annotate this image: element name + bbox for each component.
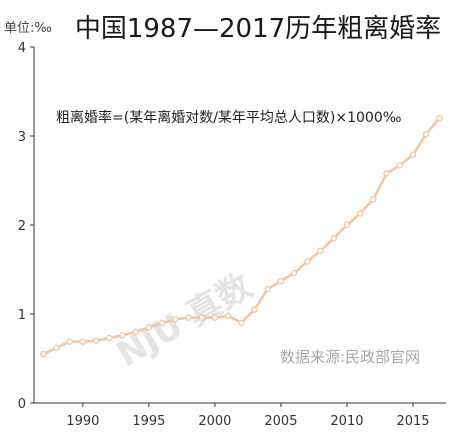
data-points <box>39 114 443 358</box>
data-source: 数据来源:民政部官网 <box>280 348 420 366</box>
y-tick-label: 2 <box>18 219 26 234</box>
data-point <box>409 151 417 158</box>
chart-title: 中国1987—2017历年粗离婚率 <box>75 14 441 44</box>
data-point <box>343 221 351 229</box>
data-point <box>53 344 60 352</box>
data-point <box>290 269 298 277</box>
data-point <box>39 350 47 358</box>
data-point <box>436 114 443 122</box>
x-tick-label: 2005 <box>264 414 297 429</box>
data-point <box>304 258 311 265</box>
data-point <box>211 314 219 321</box>
x-tick-label: 2000 <box>198 414 231 429</box>
data-point <box>145 324 153 331</box>
data-point <box>185 314 192 321</box>
formula-annotation: 粗离婚率=(某年离婚对数/某年平均总人口数)×1000‰ <box>56 109 402 126</box>
data-point <box>198 314 205 321</box>
data-point <box>264 285 271 293</box>
data-point <box>422 130 430 138</box>
data-point <box>330 235 338 242</box>
data-point <box>383 170 390 177</box>
y-tick-label: 0 <box>18 397 26 412</box>
data-point <box>79 338 87 345</box>
x-tick-label: 1995 <box>132 414 165 429</box>
x-tick-label: 1990 <box>66 414 99 429</box>
data-point <box>172 316 179 323</box>
data-point <box>106 334 113 342</box>
data-point <box>277 277 285 285</box>
unit-label: 单位:‰ <box>4 21 52 36</box>
x-tick-label: 2010 <box>330 414 363 429</box>
y-axis-ticks: 0 1 2 3 4 <box>18 41 34 412</box>
y-tick-label: 1 <box>18 308 26 323</box>
data-point <box>251 306 258 313</box>
series-line <box>42 117 441 356</box>
data-point <box>119 332 126 339</box>
x-tick-label: 2015 <box>396 414 429 429</box>
data-point <box>317 247 324 255</box>
data-point <box>66 338 73 345</box>
y-tick-label: 4 <box>18 41 26 56</box>
data-point <box>356 210 364 217</box>
data-point <box>224 312 232 320</box>
data-point <box>92 337 100 344</box>
x-axis-ticks: 1990 1995 2000 2005 2010 2015 <box>66 403 430 429</box>
data-point <box>238 319 245 327</box>
y-tick-label: 3 <box>18 130 26 145</box>
data-point <box>158 319 166 327</box>
data-point <box>370 195 377 203</box>
data-point <box>132 328 139 336</box>
data-point <box>396 162 404 169</box>
